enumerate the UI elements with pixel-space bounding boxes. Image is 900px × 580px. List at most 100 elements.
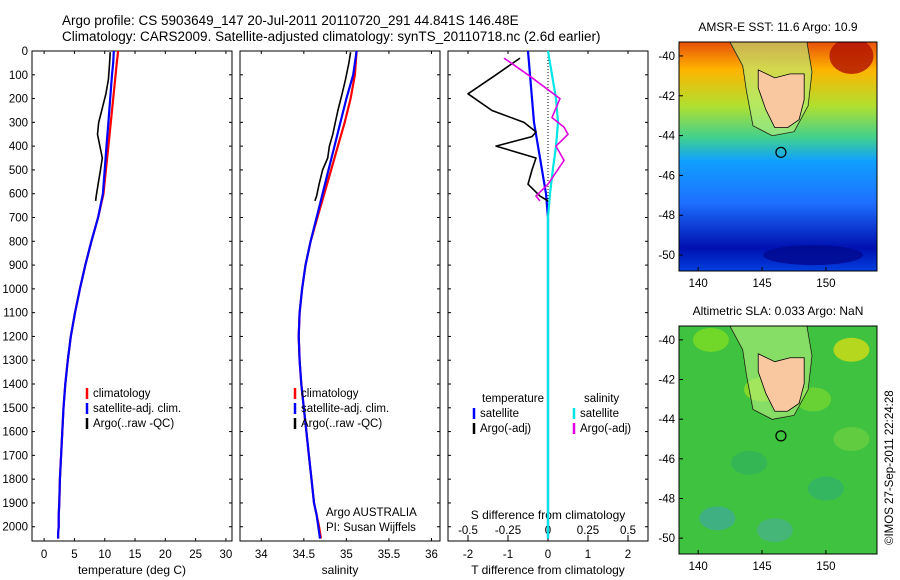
series-line-argo-raw-qc- bbox=[314, 52, 352, 202]
sla-blob bbox=[756, 518, 793, 543]
x-tick-label: 10 bbox=[98, 549, 111, 561]
x-tick-label: 20 bbox=[159, 549, 172, 561]
y-tick-label: 400 bbox=[9, 141, 28, 153]
sla-map-panel: Altimetric SLA: 0.033 Argo: NaN 140 145 150… bbox=[658, 304, 878, 573]
map-y-tick-label: -42 bbox=[658, 91, 675, 103]
map-field bbox=[679, 42, 877, 271]
map-y-tick-label: -48 bbox=[658, 210, 675, 222]
x-tick-label: 0 bbox=[41, 549, 47, 561]
warm-anomaly bbox=[829, 42, 874, 74]
x-tick-label: 34.5 bbox=[293, 549, 315, 561]
map-y-tick-label: -44 bbox=[658, 131, 675, 143]
y-tick-label: 200 bbox=[9, 94, 28, 106]
temperature-panel: 0100200300400500600700800900100011001200… bbox=[2, 46, 233, 577]
timestamp-stamp: ©IMOS 27-Sep-2011 22:24:28 bbox=[884, 390, 896, 545]
series-line-argo-raw-qc- bbox=[94, 52, 111, 201]
map-y-tick-label: -40 bbox=[658, 51, 675, 63]
x-axis-label: salinity bbox=[322, 563, 359, 577]
top-tick-label: -0.5 bbox=[458, 525, 478, 537]
x-tick-label: 34 bbox=[255, 549, 268, 561]
map-y-tick-label: -50 bbox=[658, 250, 675, 262]
x-tick-label: 35 bbox=[340, 549, 353, 561]
x-axis-label: T difference from climatology bbox=[471, 563, 625, 577]
sla-blob bbox=[833, 427, 870, 452]
y-tick-label: 1500 bbox=[2, 403, 28, 415]
map-x-tick-label: 150 bbox=[816, 278, 835, 290]
top-tick-label: 0.25 bbox=[577, 525, 599, 537]
map-y-tick-label: -42 bbox=[658, 375, 675, 387]
x-tick-label: 30 bbox=[220, 549, 233, 561]
map-y-tick-label: -44 bbox=[658, 414, 675, 426]
map-y-tick-label: -50 bbox=[658, 533, 675, 545]
legend-label: satellite bbox=[580, 408, 619, 420]
chart-title-line2: Climatology: CARS2009. Satellite-adjuste… bbox=[62, 29, 601, 44]
y-tick-label: 500 bbox=[9, 165, 28, 177]
annotation-text: Argo AUSTRALIA bbox=[326, 507, 417, 519]
x-tick-label: 5 bbox=[71, 549, 77, 561]
x-tick-label: -1 bbox=[503, 549, 513, 561]
cold-anomaly bbox=[763, 245, 864, 266]
legend-label: satellite-adj. clim. bbox=[301, 403, 389, 415]
y-tick-label: 1800 bbox=[2, 474, 28, 486]
argo-position-marker bbox=[775, 146, 787, 158]
y-tick-label: 700 bbox=[9, 213, 28, 225]
series-line-salinity-argo-adj- bbox=[503, 57, 569, 202]
x-tick-label: 0 bbox=[545, 549, 551, 561]
y-tick-label: 1300 bbox=[2, 355, 28, 367]
annotation-text: PI: Susan Wijffels bbox=[326, 522, 416, 534]
chart-title-line1: Argo profile: CS 5903649_147 20-Jul-2011… bbox=[62, 13, 519, 28]
map-title: Altimetric SLA: 0.033 Argo: NaN bbox=[693, 304, 864, 318]
legend-title: temperature bbox=[482, 393, 544, 405]
y-tick-label: 1400 bbox=[2, 379, 28, 391]
y-tick-label: 1600 bbox=[2, 427, 28, 439]
x-tick-label: 2 bbox=[625, 549, 631, 561]
legend-label: Argo(..raw -QC) bbox=[93, 418, 174, 430]
y-tick-label: 300 bbox=[9, 117, 28, 129]
map-x-tick-label: 145 bbox=[752, 278, 771, 290]
x-axis-label: temperature (deg C) bbox=[78, 563, 186, 577]
map-field bbox=[679, 326, 877, 554]
y-tick-label: 1000 bbox=[2, 284, 28, 296]
y-tick-label: 1200 bbox=[2, 331, 28, 343]
map-x-tick-label: 145 bbox=[752, 561, 771, 573]
sla-blob bbox=[692, 327, 729, 352]
map-y-tick-label: -48 bbox=[658, 493, 675, 505]
y-tick-label: 1100 bbox=[3, 308, 28, 320]
salinity-panel: 34 34.5 35 35.5 36 salinity climatology satelli… bbox=[239, 50, 441, 577]
legend-label: climatology bbox=[93, 388, 151, 400]
map-frame bbox=[678, 41, 878, 272]
y-tick-label: 100 bbox=[9, 70, 28, 82]
top-tick-label: 0.5 bbox=[620, 525, 636, 537]
tasmania-landmass bbox=[757, 353, 805, 412]
map-x-tick-label: 150 bbox=[816, 561, 835, 573]
map-y-tick-label: -46 bbox=[658, 454, 675, 466]
legend-label: Argo(..raw -QC) bbox=[301, 418, 382, 430]
legend-label: satellite-adj. clim. bbox=[93, 403, 181, 415]
legend-title: salinity bbox=[584, 393, 619, 405]
x-tick-label: 35.5 bbox=[378, 549, 400, 561]
legend-label: Argo(-adj) bbox=[480, 423, 531, 435]
x-tick-label: 1 bbox=[585, 549, 591, 561]
y-tick-label: 600 bbox=[9, 189, 28, 201]
x-tick-label: 15 bbox=[129, 549, 142, 561]
y-tick-label: 800 bbox=[9, 236, 28, 248]
top-tick-label: -0.25 bbox=[495, 525, 521, 537]
legend-label: satellite bbox=[480, 408, 519, 420]
map-x-tick-label: 140 bbox=[689, 278, 708, 290]
argo-position-marker bbox=[775, 430, 787, 442]
y-tick-label: 0 bbox=[22, 46, 28, 58]
difference-panel: -2 -1 0 1 2T difference from climatology -0.5… bbox=[447, 50, 649, 577]
sla-blob bbox=[833, 337, 870, 362]
sla-blob bbox=[699, 506, 736, 531]
y-tick-label: 1700 bbox=[2, 450, 28, 462]
tasmania-landmass bbox=[757, 69, 805, 129]
map-frame bbox=[678, 325, 878, 555]
series-line-satellite-adj-clim- bbox=[56, 50, 115, 539]
map-title: AMSR-E SST: 11.6 Argo: 10.9 bbox=[698, 20, 858, 34]
series-line-satellite-adj-clim- bbox=[297, 50, 358, 539]
sla-blob bbox=[807, 476, 844, 501]
y-tick-label: 900 bbox=[9, 260, 28, 272]
map-x-tick-label: 140 bbox=[689, 561, 708, 573]
legend-label: Argo(-adj) bbox=[580, 423, 631, 435]
